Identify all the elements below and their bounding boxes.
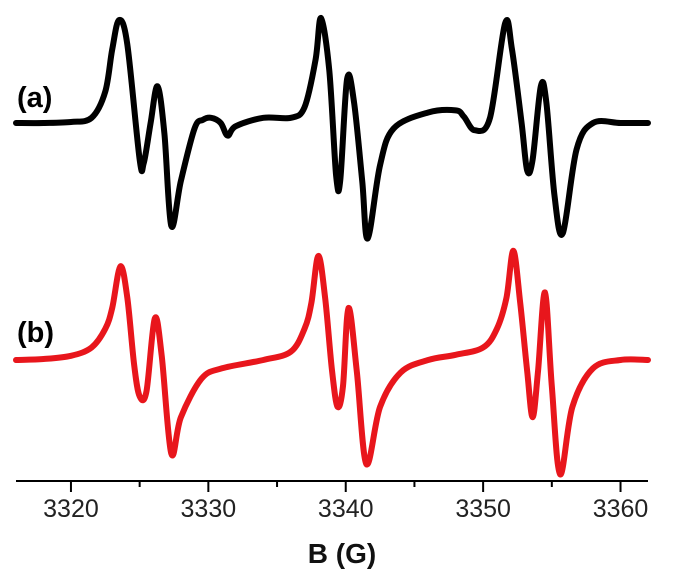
x-axis-title: B (G)	[308, 538, 376, 569]
x-tick-label: 3320	[43, 495, 99, 523]
x-tick-label: 3330	[181, 495, 237, 523]
x-tick-label: 3360	[593, 495, 649, 523]
trace-label-a: (a)	[17, 82, 52, 114]
x-tick-label: 3350	[455, 495, 511, 523]
trace-labels: (a) (b)	[17, 82, 54, 349]
x-tick-label: 3340	[318, 495, 374, 523]
x-axis-ticks: 3320 3330 3340 3350 3360	[43, 481, 648, 523]
trace-label-b: (b)	[17, 317, 54, 349]
spectra-traces	[13, 14, 651, 478]
trace-line-a	[13, 14, 651, 242]
x-axis: 3320 3330 3340 3350 3360	[16, 480, 648, 523]
trace-line-b	[13, 247, 651, 478]
